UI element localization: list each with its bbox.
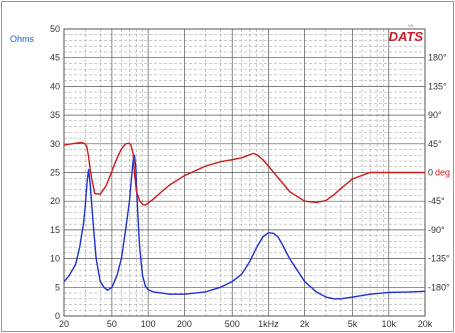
y-right-tick-label: -180°	[428, 282, 450, 292]
y-right-tick-label: 90°	[428, 110, 442, 120]
series-line-impedance	[63, 154, 426, 300]
y-left-tick-label: 35	[50, 110, 60, 120]
y-left-tick-label: 50	[50, 24, 60, 34]
x-tick-label: 10k	[382, 319, 397, 329]
x-tick-label: 20k	[418, 319, 433, 329]
y-left-tick-label: 20	[50, 196, 60, 206]
x-tick-label: 20	[59, 319, 69, 329]
y-right-tick-label: 0	[428, 168, 433, 178]
y-right-tick-label: 45°	[428, 139, 442, 149]
y-left-tick-label: 25	[50, 168, 60, 178]
y-right-tick-label: -135°	[428, 254, 450, 264]
x-tick-label: 500	[225, 319, 240, 329]
y-left-tick-label: 15	[50, 225, 60, 235]
y-right-tick-label: 135°	[428, 81, 447, 91]
x-tick-label: 5k	[348, 319, 358, 329]
dats-logo: DATS	[389, 29, 424, 44]
y-right-tick-label: 180°	[428, 53, 447, 63]
x-tick-label: 1kHz	[258, 319, 279, 329]
version-text: V3	[408, 23, 414, 28]
series-line-phase	[63, 141, 425, 206]
y-left-axis-label: Ohms	[10, 34, 35, 44]
y-left-tick-label: 30	[50, 139, 60, 149]
y-left-tick-label: 10	[50, 254, 60, 264]
x-tick-label: 100	[141, 319, 156, 329]
x-tick-label: 50	[107, 319, 117, 329]
y-left-tick-label: 45	[50, 53, 60, 63]
x-tick-label: 2k	[300, 319, 310, 329]
x-tick-label: 200	[177, 319, 192, 329]
y-right-axis-label: deg	[435, 168, 450, 178]
y-left-tick-label: 5	[55, 282, 60, 292]
y-right-tick-label: -45°	[428, 196, 445, 206]
y-left-tick-label: 40	[50, 81, 60, 91]
y-left-tick-label: 0	[55, 311, 60, 321]
y-right-tick-label: -90°	[428, 225, 445, 235]
impedance-phase-chart: 0 5 10 15 20 25 30 35 40 45 50 180° 135° 90° 45° 0 -45° -…	[10, 23, 450, 329]
